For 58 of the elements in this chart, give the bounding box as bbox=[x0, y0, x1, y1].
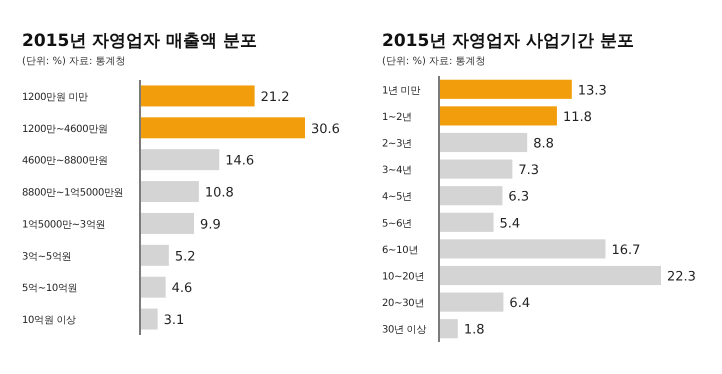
bar bbox=[141, 308, 158, 330]
bar bbox=[440, 319, 458, 338]
y-tick-label: 8800만~1억5000만원 bbox=[22, 188, 124, 199]
data-label: 6.4 bbox=[509, 296, 530, 312]
data-label: 21.2 bbox=[260, 90, 290, 105]
y-tick-label: 6~10년 bbox=[382, 244, 418, 256]
bar bbox=[141, 212, 194, 234]
bar bbox=[440, 292, 504, 312]
bar bbox=[141, 181, 199, 202]
y-tick-label: 4~5년 bbox=[382, 192, 412, 203]
data-label: 7.3 bbox=[518, 163, 540, 178]
y-tick-label: 4600만~8800만원 bbox=[22, 156, 108, 167]
y-tick-label: 10~20년 bbox=[382, 272, 424, 282]
data-label: 13.3 bbox=[578, 83, 607, 98]
bar bbox=[141, 149, 220, 170]
chart-title: 2015년 자영업자 매출액 분포 bbox=[22, 31, 258, 51]
y-tick-label: 30년 이상 bbox=[382, 324, 426, 336]
chart-title: 2015년 자영업자 사업기간 분포 bbox=[382, 31, 634, 51]
bar bbox=[141, 117, 305, 138]
bar bbox=[141, 244, 169, 266]
data-label: 14.6 bbox=[225, 154, 254, 169]
data-label: 16.7 bbox=[612, 242, 640, 258]
data-label: 5.2 bbox=[174, 249, 196, 264]
bar bbox=[440, 266, 661, 286]
bar bbox=[440, 106, 557, 126]
data-label: 11.8 bbox=[562, 110, 592, 125]
y-tick-label: 3억~5억원 bbox=[22, 251, 72, 262]
y-tick-label: 20~30년 bbox=[382, 298, 424, 310]
bar bbox=[141, 276, 166, 298]
y-tick-label: 2~3년 bbox=[382, 138, 412, 150]
y-tick-label: 1200만~4600만원 bbox=[22, 124, 108, 135]
data-label: 1.8 bbox=[464, 322, 485, 338]
bar bbox=[440, 160, 512, 179]
bar bbox=[141, 85, 255, 106]
y-tick-label: 5~6년 bbox=[382, 218, 412, 230]
bar bbox=[440, 239, 606, 258]
bar bbox=[440, 186, 502, 206]
bar bbox=[440, 132, 528, 152]
data-label: 8.8 bbox=[533, 136, 554, 152]
data-label: 30.6 bbox=[311, 122, 340, 137]
y-tick-label: 3~4년 bbox=[382, 165, 412, 176]
y-tick-label: 5억~10억원 bbox=[22, 283, 78, 294]
bar bbox=[440, 212, 494, 232]
chart-subtitle: (단위: %) 자료: 통계청 bbox=[382, 56, 486, 67]
data-label: 5.4 bbox=[500, 216, 520, 232]
data-label: 9.9 bbox=[200, 217, 221, 232]
y-tick-label: 1200만원 미만 bbox=[22, 92, 88, 103]
y-tick-label: 1년 미만 bbox=[382, 85, 420, 96]
data-label: 10.8 bbox=[204, 186, 234, 201]
data-label: 3.1 bbox=[164, 313, 184, 328]
chart-subtitle: (단위: %) 자료: 통계청 bbox=[22, 56, 126, 67]
data-label: 6.3 bbox=[508, 190, 530, 205]
y-tick-label: 1~2년 bbox=[382, 112, 412, 123]
data-label: 22.3 bbox=[667, 270, 696, 284]
data-label: 4.6 bbox=[172, 281, 192, 296]
bar bbox=[440, 80, 572, 99]
y-tick-label: 10억원 이상 bbox=[22, 315, 76, 326]
y-tick-label: 1억5000만~3억원 bbox=[22, 219, 106, 230]
